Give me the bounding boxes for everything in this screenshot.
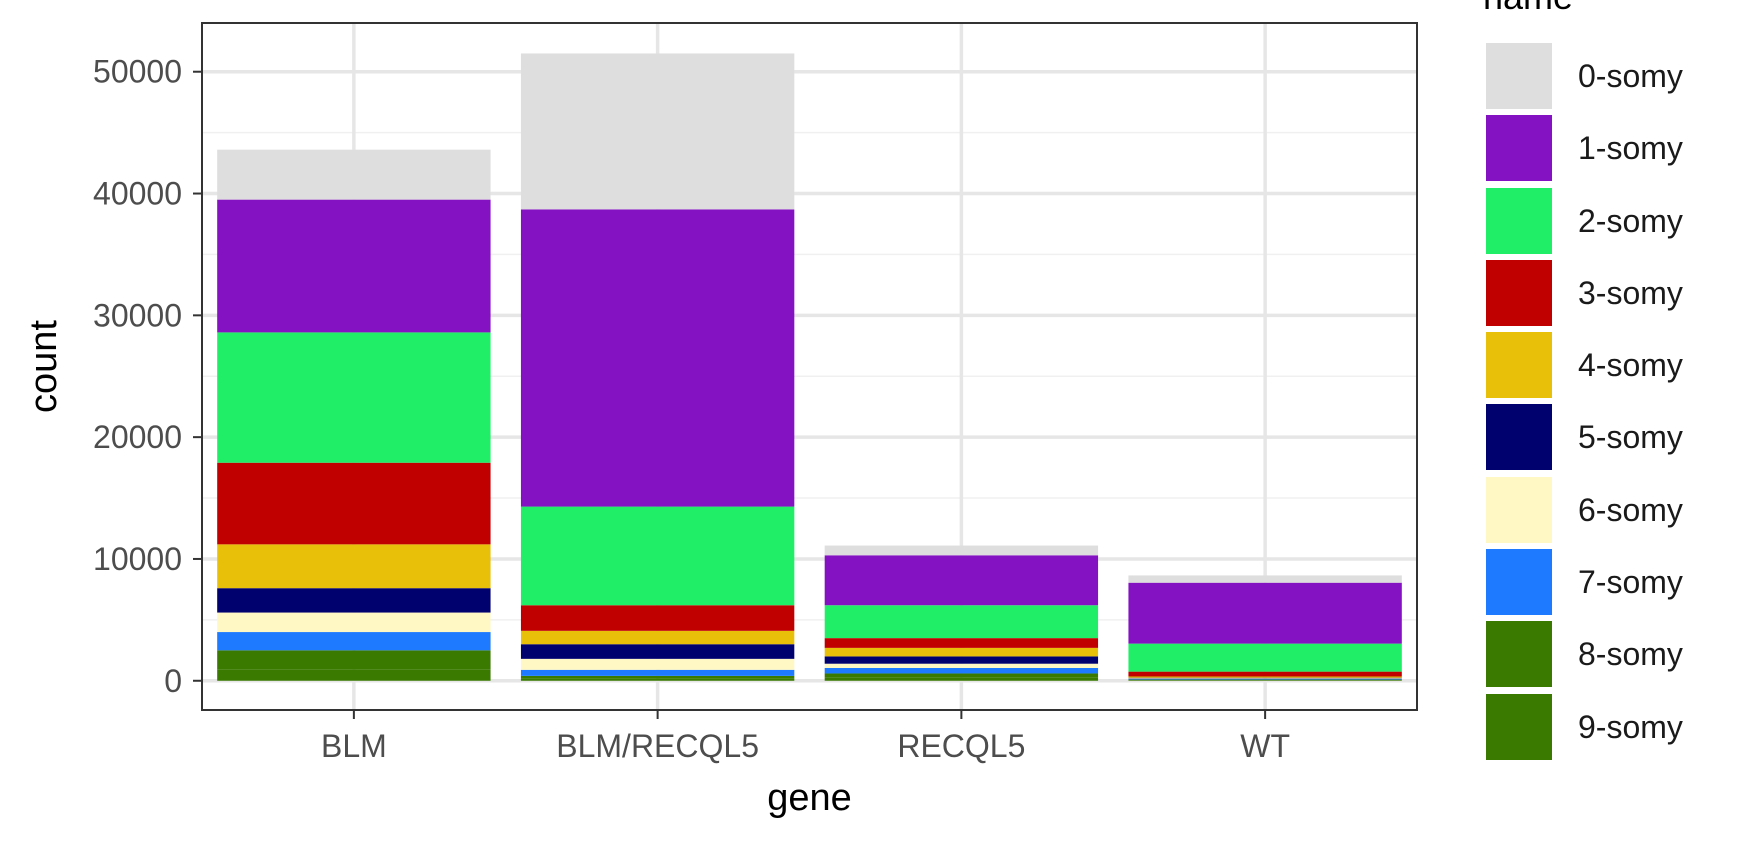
legend-label: 5-somy bbox=[1578, 419, 1683, 456]
bar-segment bbox=[217, 650, 491, 670]
legend-label: 2-somy bbox=[1578, 202, 1683, 239]
legend-label: 4-somy bbox=[1578, 347, 1683, 384]
bar-segment bbox=[1128, 678, 1402, 679]
bar-segment bbox=[217, 544, 491, 589]
legend-swatch bbox=[1486, 332, 1552, 399]
bar-segment bbox=[1128, 679, 1402, 681]
legend-swatch bbox=[1486, 621, 1552, 688]
bar-segment bbox=[520, 658, 795, 670]
bar-segment bbox=[824, 605, 1099, 639]
legend-item: 9-somy bbox=[1486, 692, 1726, 764]
y-tick-label: 20000 bbox=[93, 419, 182, 455]
bar-segment bbox=[824, 555, 1099, 606]
legend-title: name bbox=[1483, 0, 1573, 18]
bar-segment bbox=[520, 669, 795, 676]
legend-item: 0-somy bbox=[1486, 41, 1726, 113]
y-tick-label: 40000 bbox=[93, 176, 182, 212]
x-tick-label: RECQL5 bbox=[897, 728, 1025, 764]
x-tick-label: BLM bbox=[321, 728, 387, 764]
legend-swatch bbox=[1486, 43, 1552, 109]
legend: 0-somy 1-somy 2-somy 3-somy 4-somy 5-somy 6-so… bbox=[1486, 41, 1726, 764]
bar-segment bbox=[217, 149, 491, 200]
legend-item: 5-somy bbox=[1486, 402, 1726, 474]
legend-swatch bbox=[1486, 259, 1552, 326]
legend-item: 3-somy bbox=[1486, 258, 1726, 330]
bar-segment bbox=[520, 53, 795, 210]
legend-item: 7-somy bbox=[1486, 547, 1726, 619]
legend-swatch bbox=[1486, 115, 1552, 182]
legend-item: 4-somy bbox=[1486, 330, 1726, 402]
bar-segment bbox=[520, 506, 795, 606]
x-axis-title: gene bbox=[767, 777, 852, 819]
bar-segment bbox=[1128, 671, 1402, 677]
legend-swatch bbox=[1486, 404, 1552, 471]
legend-swatch bbox=[1486, 693, 1552, 760]
bar-segment bbox=[824, 673, 1099, 678]
bar-segment bbox=[520, 209, 795, 507]
y-tick-label: 10000 bbox=[93, 541, 182, 577]
legend-label: 3-somy bbox=[1578, 274, 1683, 311]
y-axis-title: count bbox=[23, 320, 65, 413]
bar-segment bbox=[520, 675, 795, 679]
legend-label: 0-somy bbox=[1578, 58, 1683, 94]
bar-segment bbox=[217, 332, 491, 463]
legend-label: 7-somy bbox=[1578, 564, 1683, 601]
bar-segment bbox=[824, 647, 1099, 657]
bar-segment bbox=[1128, 582, 1402, 644]
x-tick-label: WT bbox=[1240, 728, 1290, 764]
legend-swatch bbox=[1486, 187, 1552, 254]
bar-segment bbox=[1128, 676, 1402, 678]
bar-segment bbox=[520, 678, 795, 681]
bar-segment bbox=[217, 462, 491, 545]
bar-segment bbox=[217, 588, 491, 613]
bar-segment bbox=[217, 632, 491, 651]
legend-swatch bbox=[1486, 549, 1552, 616]
legend-label: 8-somy bbox=[1578, 636, 1683, 673]
bar-segment bbox=[1128, 678, 1402, 680]
legend-swatch bbox=[1486, 476, 1552, 543]
bar-segment bbox=[824, 667, 1099, 674]
legend-item: 2-somy bbox=[1486, 186, 1726, 258]
y-tick-label: 0 bbox=[164, 663, 182, 699]
bar-segment bbox=[217, 199, 491, 333]
y-tick-label: 30000 bbox=[93, 297, 182, 333]
bar-segment bbox=[824, 545, 1099, 556]
legend-item: 6-somy bbox=[1486, 475, 1726, 547]
plot-border bbox=[201, 22, 1418, 711]
bar-segment bbox=[824, 677, 1099, 681]
bar-segment bbox=[824, 656, 1099, 664]
bar-segment bbox=[520, 630, 795, 645]
legend-label: 6-somy bbox=[1578, 491, 1683, 528]
bar-segment bbox=[217, 669, 491, 681]
bar-segment bbox=[1128, 643, 1402, 672]
bar-segment bbox=[824, 638, 1099, 648]
legend-label: 1-somy bbox=[1578, 130, 1683, 167]
legend-item: 8-somy bbox=[1486, 619, 1726, 691]
bar-segment bbox=[1128, 680, 1402, 681]
bar-segment bbox=[1128, 677, 1402, 679]
bar-segment bbox=[217, 612, 491, 633]
bar-segment bbox=[824, 663, 1099, 668]
legend-item: 1-somy bbox=[1486, 113, 1726, 185]
x-tick-label: BLM/RECQL5 bbox=[556, 728, 759, 764]
bar-segment bbox=[520, 644, 795, 659]
y-tick-label: 50000 bbox=[93, 54, 182, 90]
bar-segment bbox=[1128, 575, 1402, 583]
bar-segment bbox=[520, 605, 795, 631]
legend-label: 9-somy bbox=[1578, 708, 1683, 745]
